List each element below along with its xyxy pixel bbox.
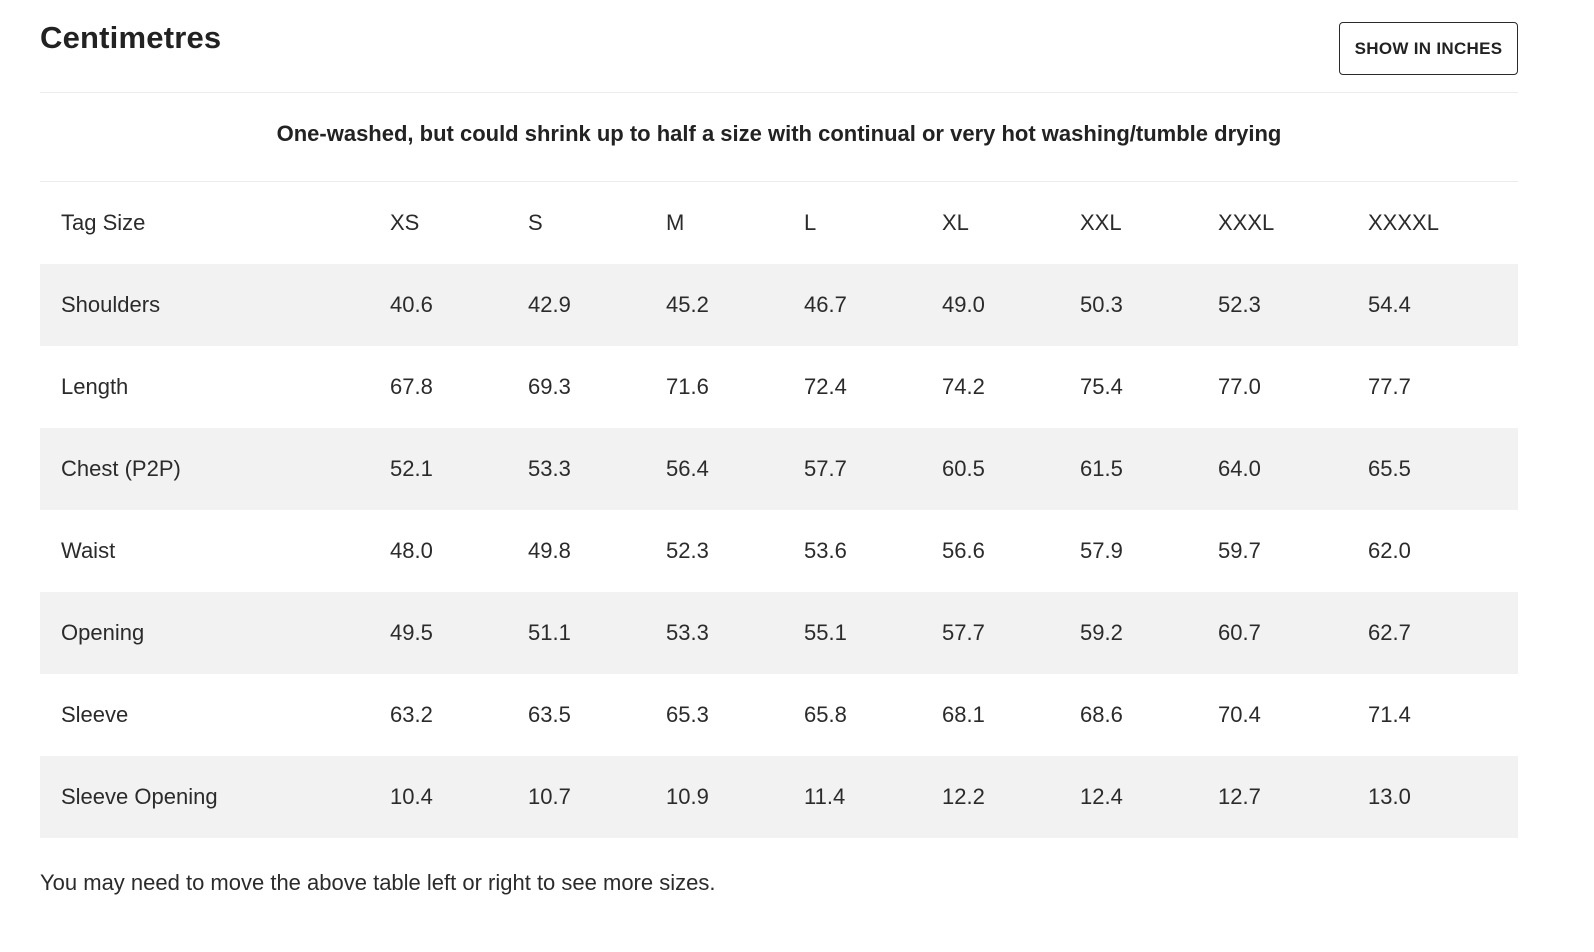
column-header: XS — [390, 210, 420, 235]
measurement-value: 57.7 — [942, 620, 985, 645]
measurement-value: 56.6 — [942, 538, 985, 563]
measurement-value: 12.4 — [1080, 784, 1123, 809]
measurement-value: 40.6 — [390, 292, 433, 317]
measurement-value: 12.2 — [942, 784, 985, 809]
measurement-value: 77.7 — [1368, 374, 1411, 399]
measurement-value: 56.4 — [666, 456, 709, 481]
measurement-value: 68.1 — [942, 702, 985, 727]
measurement-value: 10.9 — [666, 784, 709, 809]
column-header: XXXL — [1218, 210, 1275, 235]
measurement-value: 70.4 — [1218, 702, 1261, 727]
measurement-value: 61.5 — [1080, 456, 1123, 481]
measurement-value: 49.5 — [390, 620, 433, 645]
table-row: Chest (P2P) 52.1 53.3 56.4 57.7 60.5 61.5 64.0 6… — [40, 428, 1518, 510]
measurement-value: 62.7 — [1368, 620, 1411, 645]
measurement-value: 64.0 — [1218, 456, 1261, 481]
size-chart-header: Centimetres SHOW IN INCHES — [40, 0, 1518, 93]
measurement-value: 49.0 — [942, 292, 985, 317]
measurement-value: 71.4 — [1368, 702, 1411, 727]
table-row: Sleeve 63.2 63.5 65.3 65.8 68.1 68.6 70.4 71.4 — [40, 674, 1518, 756]
measurement-value: 60.5 — [942, 456, 985, 481]
measurement-value: 46.7 — [804, 292, 847, 317]
scroll-hint: You may need to move the above table lef… — [40, 870, 716, 895]
measurement-value: 63.5 — [528, 702, 571, 727]
show-in-inches-button[interactable]: SHOW IN INCHES — [1339, 22, 1518, 75]
measurement-value: 48.0 — [390, 538, 433, 563]
measurement-value: 65.5 — [1368, 456, 1411, 481]
measurement-label: Chest (P2P) — [61, 456, 181, 481]
measurement-value: 77.0 — [1218, 374, 1261, 399]
column-header: M — [666, 210, 685, 235]
measurement-value: 72.4 — [804, 374, 847, 399]
measurement-value: 51.1 — [528, 620, 571, 645]
measurement-value: 59.7 — [1218, 538, 1261, 563]
table-header-row: Tag Size XS S M L XL XXL XXXL XXXXL — [40, 182, 1518, 264]
table-row: Sleeve Opening 10.4 10.7 10.9 11.4 12.2 12.4 12… — [40, 756, 1518, 838]
measurement-value: 52.3 — [1218, 292, 1261, 317]
measurement-value: 11.4 — [804, 784, 846, 809]
column-header: L — [804, 210, 817, 235]
column-header: S — [528, 210, 543, 235]
table-row: Shoulders 40.6 42.9 45.2 46.7 49.0 50.3 52.3 54.… — [40, 264, 1518, 346]
column-header: Tag Size — [61, 210, 146, 235]
measurement-value: 65.3 — [666, 702, 709, 727]
shrink-notice: One-washed, but could shrink up to half … — [40, 93, 1518, 182]
measurement-value: 42.9 — [528, 292, 571, 317]
measurement-value: 12.7 — [1218, 784, 1261, 809]
measurement-label: Length — [61, 374, 129, 399]
unit-title: Centimetres — [40, 20, 222, 55]
measurement-value: 65.8 — [804, 702, 847, 727]
table-row: Waist 48.0 49.8 52.3 53.6 56.6 57.9 59.7 62.0 — [40, 510, 1518, 592]
measurement-label: Sleeve Opening — [61, 784, 218, 809]
measurement-value: 59.2 — [1080, 620, 1123, 645]
measurement-value: 52.1 — [390, 456, 433, 481]
column-header: XL — [942, 210, 969, 235]
measurement-value: 62.0 — [1368, 538, 1411, 563]
measurement-value: 45.2 — [666, 292, 709, 317]
measurement-value: 71.6 — [666, 374, 709, 399]
measurement-value: 49.8 — [528, 538, 571, 563]
measurement-value: 50.3 — [1080, 292, 1123, 317]
measurement-value: 60.7 — [1218, 620, 1261, 645]
measurement-value: 63.2 — [390, 702, 433, 727]
size-table: Tag Size XS S M L XL XXL XXXL XXXXL Shou… — [40, 182, 1518, 838]
measurement-label: Opening — [61, 620, 145, 645]
column-header: XXL — [1080, 210, 1122, 235]
measurement-value: 69.3 — [528, 374, 571, 399]
column-header: XXXXL — [1368, 210, 1439, 235]
table-row: Length 67.8 69.3 71.6 72.4 74.2 75.4 77.0 77.7 — [40, 346, 1518, 428]
measurement-value: 54.4 — [1368, 292, 1411, 317]
measurement-value: 53.3 — [528, 456, 571, 481]
measurement-value: 68.6 — [1080, 702, 1123, 727]
measurement-value: 53.6 — [804, 538, 847, 563]
measurement-value: 10.4 — [390, 784, 433, 809]
table-body: Shoulders 40.6 42.9 45.2 46.7 49.0 50.3 52.3 54.… — [40, 264, 1518, 838]
table-row: Opening 49.5 51.1 53.3 55.1 57.7 59.2 60.7 62.7 — [40, 592, 1518, 674]
measurement-value: 75.4 — [1080, 374, 1123, 399]
measurement-value: 74.2 — [942, 374, 985, 399]
measurement-label: Shoulders — [61, 292, 161, 317]
measurement-label: Waist — [61, 538, 116, 563]
measurement-label: Sleeve — [61, 702, 129, 727]
measurement-value: 57.9 — [1080, 538, 1123, 563]
measurement-value: 57.7 — [804, 456, 847, 481]
measurement-value: 52.3 — [666, 538, 709, 563]
measurement-value: 67.8 — [390, 374, 433, 399]
measurement-value: 10.7 — [528, 784, 571, 809]
measurement-value: 13.0 — [1368, 784, 1411, 809]
measurement-value: 53.3 — [666, 620, 709, 645]
measurement-value: 55.1 — [804, 620, 847, 645]
